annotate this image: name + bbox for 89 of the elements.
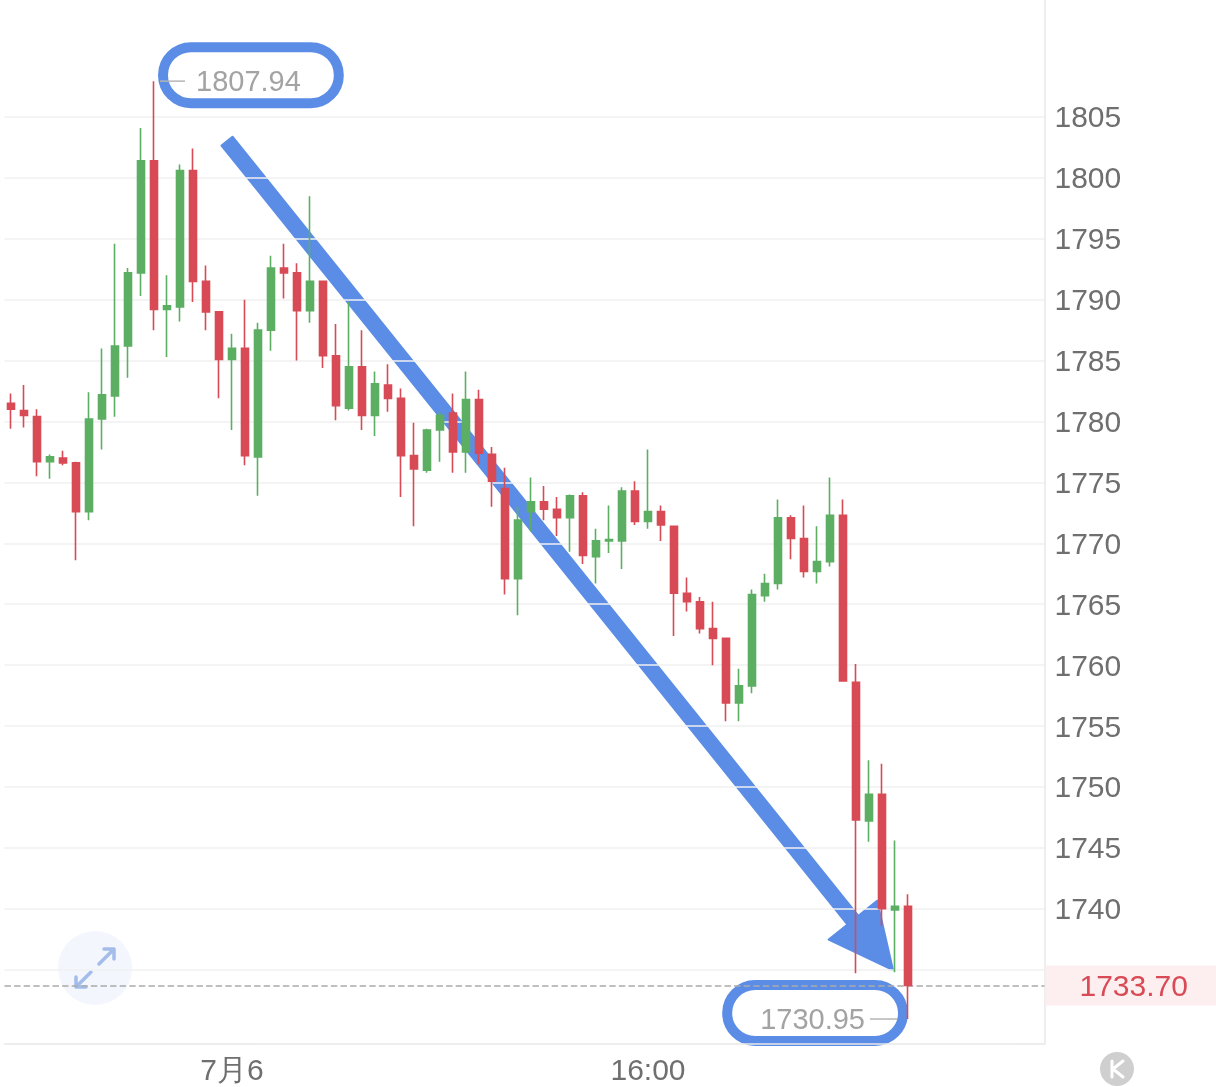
candlestick — [903, 893, 913, 1020]
candlestick — [110, 242, 120, 418]
candlestick — [253, 322, 263, 497]
candlestick — [435, 410, 445, 463]
candlestick — [760, 572, 770, 603]
candlestick — [97, 347, 107, 451]
candlestick — [864, 759, 874, 843]
y-tick-label: 1795 — [1054, 222, 1122, 256]
candlestick — [487, 446, 497, 508]
candlestick — [84, 391, 94, 521]
candlestick — [240, 298, 250, 467]
candlestick — [6, 392, 16, 430]
y-tick-label: 1790 — [1054, 283, 1122, 317]
candlestick — [786, 514, 796, 560]
candlestick — [890, 839, 900, 973]
x-tick-label: 16:00 — [610, 1052, 686, 1086]
candlestick — [643, 448, 653, 530]
candlestick — [461, 370, 471, 474]
candlestick — [630, 480, 640, 526]
candlestick — [695, 596, 705, 635]
candlestick — [292, 262, 302, 362]
y-tick-label: 1805 — [1054, 100, 1122, 134]
candlestick — [162, 274, 172, 358]
candlestick — [71, 460, 81, 562]
candlestick — [617, 486, 627, 570]
candlestick — [305, 195, 315, 324]
y-tick-label: 1780 — [1054, 405, 1122, 438]
y-tick-label: 1765 — [1054, 587, 1122, 621]
candlestick — [201, 264, 211, 331]
candlestick — [188, 147, 198, 303]
candlestick — [604, 504, 614, 554]
candlestick — [474, 389, 484, 465]
candlestick — [838, 498, 848, 682]
annotation: 1730.95 — [760, 1003, 865, 1036]
candlestick — [565, 493, 575, 553]
candlestick — [799, 504, 809, 579]
candlestick — [721, 637, 731, 722]
y-tick-label: 1800 — [1054, 161, 1122, 195]
candlestick — [734, 667, 744, 722]
annotation: 1807.94 — [196, 65, 301, 98]
candlestick — [227, 332, 237, 431]
candlestick — [175, 163, 185, 323]
candlestick — [552, 496, 562, 537]
candlestick — [877, 763, 887, 927]
candlestick — [591, 527, 601, 585]
candlestick — [58, 449, 68, 467]
candlestick — [136, 127, 146, 297]
candlestick — [526, 476, 536, 532]
candlestick — [123, 267, 133, 379]
candlestick — [851, 663, 861, 975]
candlestick — [747, 588, 757, 694]
candlestick — [45, 453, 55, 480]
y-tick-label: 1785 — [1054, 344, 1122, 378]
ref-line-label: 1733.70 — [1079, 969, 1188, 1003]
y-tick-label: 1775 — [1054, 465, 1122, 499]
candlestick — [708, 600, 718, 666]
candlestick — [669, 525, 679, 637]
candlestick — [214, 311, 224, 400]
candlestick — [344, 301, 354, 412]
candlestick — [682, 576, 692, 613]
candlestick — [812, 525, 822, 585]
y-tick-label: 1740 — [1054, 892, 1122, 926]
candlestick — [19, 384, 29, 429]
candlestick — [396, 387, 406, 498]
y-tick-label: 1755 — [1054, 709, 1122, 743]
candlestick — [331, 323, 341, 422]
y-tick-label: 1750 — [1054, 770, 1122, 804]
candlestick — [32, 408, 42, 478]
candlestick — [448, 392, 458, 474]
candlestick — [409, 421, 419, 528]
candlestick — [149, 80, 159, 331]
candlestick — [773, 498, 783, 591]
candlestick — [279, 242, 289, 300]
y-tick-label: 1745 — [1054, 831, 1122, 865]
y-tick-label: 1770 — [1054, 526, 1122, 560]
y-tick-label: 1760 — [1054, 648, 1122, 682]
x-tick-label: 7月6 — [200, 1052, 264, 1086]
candlestick — [539, 485, 549, 521]
candlestick — [656, 504, 666, 542]
candlestick — [500, 466, 510, 596]
candlestick — [422, 428, 432, 474]
candlestick — [825, 476, 835, 568]
candlestick — [578, 491, 588, 565]
candlestick — [370, 370, 380, 437]
candlestick — [357, 329, 367, 431]
candlestick — [383, 363, 393, 413]
candlestick — [318, 280, 328, 369]
candlestick — [266, 255, 276, 352]
candlestick — [513, 505, 523, 616]
